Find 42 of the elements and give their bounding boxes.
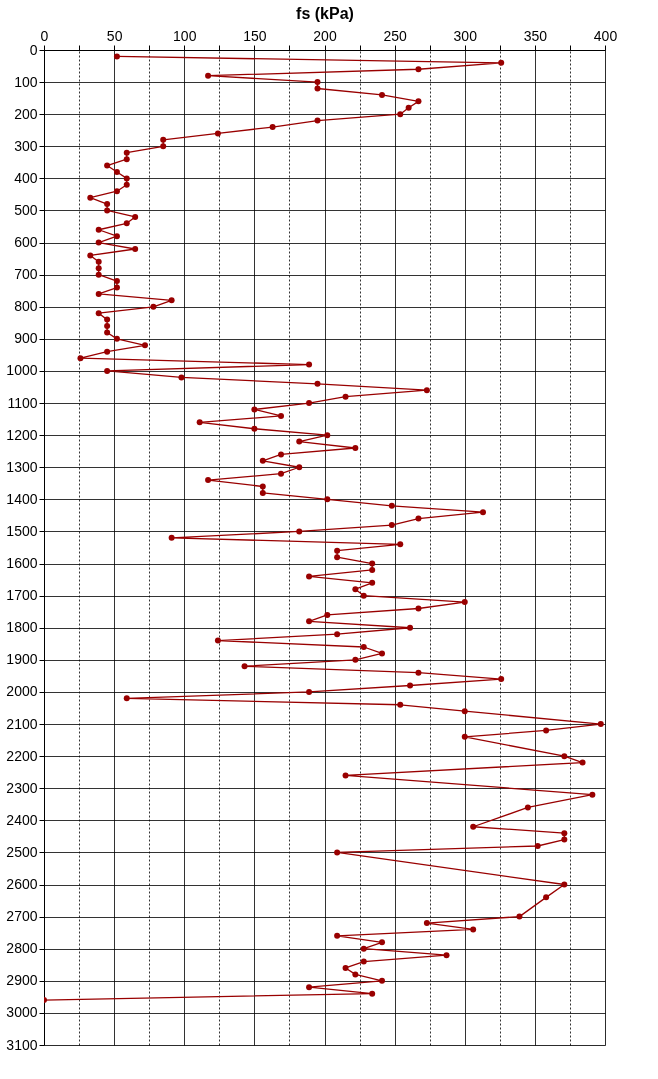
y-tick-label: 2100 <box>6 715 38 732</box>
y-tick-label: 0 <box>29 41 38 58</box>
y-tick-label: 600 <box>14 234 38 251</box>
y-tick-label: 3000 <box>6 1004 38 1021</box>
y-tick-label: 400 <box>14 169 38 186</box>
y-tick-label: 200 <box>14 105 38 122</box>
y-tick-label: 1400 <box>6 490 38 507</box>
y-tick-label: 1300 <box>6 458 38 475</box>
x-tick-label: 350 <box>523 27 548 44</box>
y-tick-label: 800 <box>14 298 38 315</box>
y-tick-label: 1000 <box>6 362 38 379</box>
x-tick-label: 200 <box>313 27 337 44</box>
y-tick-label: 2200 <box>6 747 38 764</box>
x-axis-title: fs (kPa) <box>296 4 354 22</box>
y-tick-label: 1100 <box>7 394 38 411</box>
y-tick-label: 2000 <box>6 683 38 700</box>
y-tick-label: 1900 <box>6 651 38 668</box>
x-tick-label: 250 <box>383 27 408 44</box>
y-tick-label: 1800 <box>6 619 38 636</box>
y-tick-label: 2700 <box>6 908 38 925</box>
y-tick-label: 2600 <box>6 876 38 893</box>
y-tick-label: 1700 <box>6 587 38 604</box>
y-tick-label: 2300 <box>6 779 38 796</box>
y-tick-label: 2400 <box>6 811 38 828</box>
x-tick-label: 0 <box>40 27 49 44</box>
y-tick-label: 900 <box>14 330 38 347</box>
y-tick-label: 100 <box>14 73 38 90</box>
y-tick-label: 300 <box>14 137 38 154</box>
x-tick-label: 400 <box>593 27 618 44</box>
y-tick-label: 2800 <box>6 940 38 957</box>
y-tick-label: 2500 <box>6 843 38 860</box>
y-tick-label: 1500 <box>6 522 38 539</box>
y-tick-label: 500 <box>14 201 38 218</box>
y-tick-label: 700 <box>14 266 38 283</box>
x-tick-label: 50 <box>106 27 123 44</box>
x-tick-label: 150 <box>243 27 267 44</box>
y-tick-label: 2900 <box>6 972 38 989</box>
x-tick-label: 100 <box>173 27 197 44</box>
y-tick-label: 1600 <box>6 555 38 572</box>
y-tick-label: 3100 <box>6 1036 38 1053</box>
x-tick-label: 300 <box>453 27 478 44</box>
y-tick-label: 1200 <box>6 426 38 443</box>
